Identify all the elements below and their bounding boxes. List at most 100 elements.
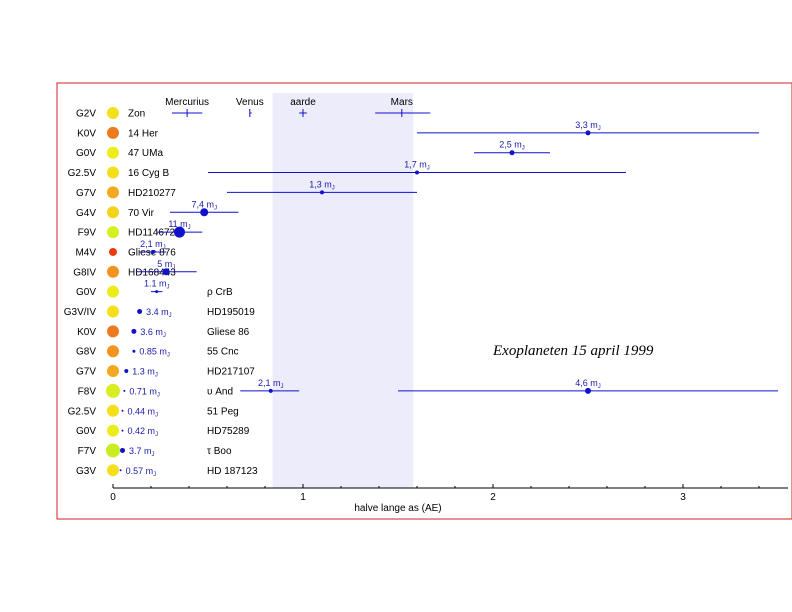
- spectral-type-label: G0V: [76, 148, 96, 159]
- star-name-label: HD114672: [128, 228, 176, 239]
- spectral-type-label: G2V: [76, 109, 96, 120]
- habitable-zone-band: [272, 93, 414, 488]
- planet-mass-label: 0.42 mJ: [128, 426, 159, 438]
- planet-marker: [509, 150, 515, 156]
- planet-mass-label: 3,3 mJ: [575, 120, 601, 132]
- star-marker: [109, 247, 117, 256]
- spectral-type-label: G4V: [76, 208, 96, 219]
- star-marker: [107, 107, 119, 119]
- star-name-label: 51 Peg: [207, 406, 239, 417]
- planet-marker: [121, 409, 124, 412]
- star-name-label: 14 Her: [128, 128, 159, 139]
- spectral-type-label: G7V: [76, 188, 96, 199]
- planet-marker: [585, 130, 591, 136]
- star-marker: [107, 285, 119, 298]
- planet-marker: [268, 388, 273, 393]
- star-marker: [107, 305, 119, 318]
- star-name-label: HD195019: [207, 307, 255, 318]
- planet-mass-label: 0.71 mJ: [129, 386, 160, 398]
- planet-mass-label: 11 mJ: [168, 219, 190, 231]
- star-marker: [106, 443, 120, 458]
- star-name-label: 16 Cyg B: [128, 168, 169, 179]
- star-marker: [107, 226, 119, 239]
- spectral-type-label: G3V/IV: [64, 307, 97, 318]
- planet-marker: [137, 309, 143, 314]
- star-marker: [107, 365, 119, 378]
- star-marker: [107, 464, 119, 477]
- planet-mass-label: 0.57 mJ: [126, 466, 157, 478]
- solar-planet-name: Mercurius: [165, 97, 209, 108]
- spectral-type-label: G2.5V: [68, 168, 97, 179]
- planet-marker: [124, 369, 129, 374]
- star-name-label: ρ CrB: [207, 287, 233, 298]
- star-marker: [107, 186, 119, 199]
- planet-mass-label: 0.44 mJ: [128, 406, 159, 418]
- star-name-label: Gliese 86: [207, 327, 250, 338]
- star-name-label: 70 Vir: [128, 208, 155, 219]
- spectral-type-label: F7V: [78, 446, 97, 457]
- planet-marker: [585, 387, 591, 394]
- solar-system-planets: Mercurius Venus aarde Mars: [165, 97, 431, 117]
- star-marker: [107, 424, 119, 437]
- star-marker: [107, 146, 119, 159]
- planet-marker: [120, 447, 125, 453]
- planet-mass-label: 2,1 mJ: [140, 239, 166, 251]
- planet-mass-label: 1,7 mJ: [404, 160, 430, 172]
- star-list: G2V Zon K0V 14 Her G0V 47 UMa G2.5V 16 Cyg B G7V…: [64, 107, 258, 477]
- solar-planet-name: Venus: [236, 97, 264, 108]
- solar-planet-name: aarde: [290, 97, 316, 108]
- planet-marker: [200, 208, 209, 217]
- star-name-label: 55 Cnc: [207, 347, 239, 358]
- planet-mass-label: 0.85 mJ: [139, 347, 170, 359]
- planet-marker: [132, 349, 136, 353]
- planet-marker: [121, 429, 124, 432]
- star-name-label: τ Boo: [207, 446, 232, 457]
- spectral-type-label: G8IV: [73, 267, 96, 278]
- planet-mass-label: 3.4 mJ: [146, 307, 172, 319]
- star-name-label: Zon: [128, 109, 145, 120]
- planet-mass-label: 3.7 mJ: [129, 446, 155, 458]
- spectral-type-label: F9V: [78, 228, 97, 239]
- planet-mass-label: 2,1 mJ: [258, 378, 284, 390]
- star-marker: [107, 166, 119, 179]
- spectral-type-label: G2.5V: [68, 406, 97, 417]
- spectral-type-label: G0V: [76, 287, 96, 298]
- planet-mass-label: 1.3 mJ: [132, 367, 158, 379]
- star-marker: [107, 325, 119, 338]
- x-tick-label: 2: [490, 492, 496, 503]
- planet-marker: [150, 249, 155, 254]
- spectral-type-label: K0V: [77, 327, 96, 338]
- planet-marker: [174, 226, 185, 238]
- spectral-type-label: F8V: [78, 386, 97, 397]
- planet-mass-label: 1,3 mJ: [309, 179, 335, 191]
- star-name-label: HD210277: [128, 188, 176, 199]
- planet-marker: [123, 389, 126, 392]
- spectral-type-label: G7V: [76, 367, 96, 378]
- x-tick-label: 0: [110, 492, 116, 503]
- solar-planet-name: Mars: [391, 97, 413, 108]
- planet-marker: [119, 469, 122, 472]
- spectral-type-label: G8V: [76, 347, 96, 358]
- planet-mass-label: 1.1 mJ: [144, 279, 170, 291]
- planet-mass-label: 3.6 mJ: [140, 327, 166, 339]
- planet-marker: [131, 328, 137, 334]
- spectral-type-label: K0V: [77, 128, 96, 139]
- planet-mass-label: 4,6 mJ: [575, 378, 601, 390]
- star-name-label: 47 UMa: [128, 148, 163, 159]
- star-marker: [107, 126, 119, 139]
- planet-mass-label: 5 mJ: [157, 259, 175, 271]
- x-tick-label: 3: [680, 492, 686, 503]
- x-axis-ticks: 0 1 2 3: [110, 484, 760, 503]
- plot-frame: [56, 82, 792, 520]
- planet-marker: [162, 268, 170, 276]
- planet-marker: [320, 190, 324, 195]
- x-tick-label: 1: [300, 492, 306, 503]
- star-name-label: HD217107: [207, 367, 255, 378]
- planet-marker: [415, 170, 419, 175]
- star-marker: [106, 383, 120, 398]
- star-marker: [107, 404, 119, 417]
- spectral-type-label: M4V: [75, 247, 96, 258]
- x-axis-label: halve lange as (AE): [354, 503, 441, 514]
